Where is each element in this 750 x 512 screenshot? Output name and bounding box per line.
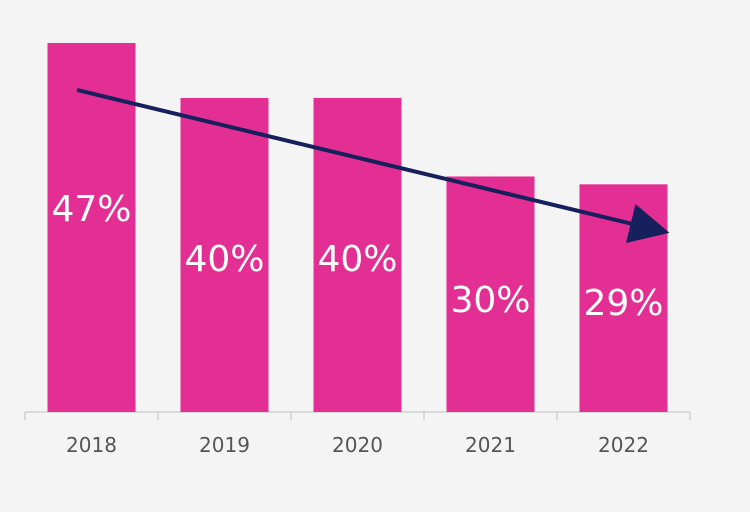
bar-value-labels: 47% 40% 40% 30% 29% bbox=[51, 189, 663, 324]
bar-2018 bbox=[47, 43, 136, 412]
bars bbox=[47, 43, 668, 412]
bar-value-label-2021: 30% bbox=[450, 280, 530, 321]
trend-arrow-group bbox=[76, 88, 670, 243]
x-tick-label-2022: 2022 bbox=[598, 433, 649, 457]
x-tick-label-2018: 2018 bbox=[66, 433, 117, 457]
bar-value-label-2018: 47% bbox=[51, 189, 131, 230]
x-tick-labels: 2018 2019 2020 2021 2022 bbox=[66, 433, 649, 457]
bar-value-label-2019: 40% bbox=[184, 239, 264, 280]
bar-2021 bbox=[446, 176, 535, 412]
x-tick-label-2020: 2020 bbox=[332, 433, 383, 457]
bar-value-label-2022: 29% bbox=[583, 283, 663, 324]
x-axis bbox=[24, 411, 691, 420]
trend-arrow bbox=[76, 88, 670, 243]
bar-value-label-2020: 40% bbox=[317, 239, 397, 280]
bar-2019 bbox=[180, 97, 269, 412]
x-tick-label-2021: 2021 bbox=[465, 433, 516, 457]
x-tick-label-2019: 2019 bbox=[199, 433, 250, 457]
